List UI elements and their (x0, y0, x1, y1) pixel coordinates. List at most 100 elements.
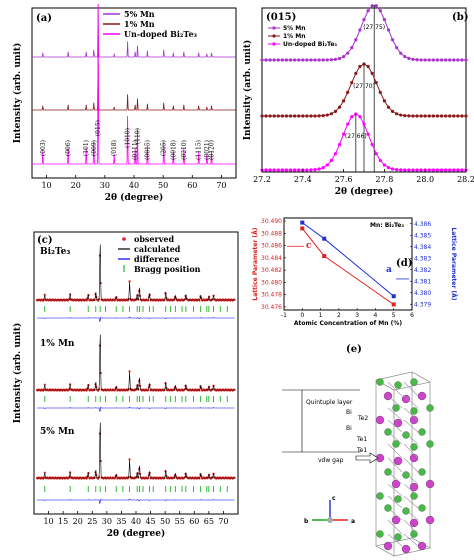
data-point (264, 58, 268, 62)
te-atom (410, 378, 418, 386)
data-point (346, 90, 350, 95)
observed-point (128, 280, 131, 283)
panel-label: (b) (452, 12, 468, 23)
data-point (280, 114, 284, 118)
difference-line (36, 406, 235, 412)
layer-labels: Quintuple layer Te2 Bi Te1 Bi Te1 vdw gap (282, 389, 379, 464)
te-atom (418, 468, 426, 476)
legend-marker (272, 42, 276, 46)
data-point (395, 167, 399, 172)
axis-label: a (351, 518, 355, 525)
x-tick-label: 3 (355, 312, 359, 319)
vdw-arrow (355, 452, 379, 464)
te-atom (410, 492, 418, 500)
origin (327, 517, 333, 523)
panel-c: Bi₂Te₃ 1% Mn 5% Mn 10 15 20 25 30 35 40 45 50 55 60 65… (12, 231, 239, 539)
refinement-block: 1% Mn (35, 334, 236, 412)
data-point (431, 114, 435, 118)
peak-label: (27.70) (353, 83, 375, 90)
data-point (444, 168, 448, 172)
hkl-label: (0210) (181, 140, 188, 160)
data-point (280, 168, 284, 172)
bond (387, 381, 403, 397)
bond (403, 431, 419, 445)
difference-line (36, 316, 235, 322)
data-point (448, 114, 452, 118)
data-point (342, 99, 346, 103)
y-tick-label-right: 4.386 (414, 221, 431, 228)
bond (387, 495, 403, 509)
data-point (268, 114, 272, 118)
layer-label: vdw gap (318, 457, 344, 464)
x-tick-label: 1 (319, 312, 323, 319)
x-tick-label: 65 (204, 517, 214, 526)
data-point (399, 168, 403, 172)
data-point (390, 38, 395, 42)
hkl-label: (0018) (170, 140, 177, 160)
panel-c-frame (33, 231, 239, 515)
x-tick-label: 28.0 (416, 175, 434, 184)
data-point (431, 58, 435, 62)
data-point (305, 58, 309, 62)
sample-label: Bi₂Te₃ (40, 247, 70, 257)
bi-atom (425, 515, 435, 525)
data-point (419, 168, 423, 172)
data-point (276, 114, 280, 118)
data-point (427, 114, 431, 118)
data-point (378, 158, 382, 163)
data-point (260, 58, 264, 62)
observed-point (128, 458, 131, 461)
legend-entry: calculated (134, 244, 181, 254)
data-point (301, 114, 305, 118)
data-point (342, 132, 346, 136)
x-tick-label: 60 (187, 181, 197, 190)
y-tick-label-left: 30.482 (261, 267, 282, 274)
data-point (456, 58, 460, 62)
hkl-label: (003) (40, 140, 47, 156)
bond (403, 519, 419, 535)
axis-label: c (332, 495, 336, 502)
data-point (300, 220, 305, 225)
data-point (395, 112, 399, 116)
data-point (362, 122, 366, 126)
data-point (300, 226, 305, 231)
data-point (411, 168, 415, 172)
te-atom (426, 404, 434, 412)
data-point (444, 114, 448, 118)
bond (387, 431, 403, 445)
legend-entry: Un-doped Bi₂Te₃ (124, 29, 198, 39)
data-point (456, 168, 460, 172)
data-point (382, 163, 386, 167)
hkl-label: (0111) (132, 140, 139, 160)
calculated-line (36, 422, 235, 479)
x-tick-label: 20 (71, 181, 81, 190)
te-atom (402, 431, 410, 439)
bi-atom (417, 391, 427, 401)
data-point (305, 168, 309, 172)
x-axis-label: Atomic Concentration of Mn (%) (294, 320, 402, 327)
legend-entry: 5% Mn (124, 9, 155, 19)
bond (403, 443, 419, 459)
x-tick-label: 6 (410, 312, 414, 319)
te-atom (376, 378, 384, 386)
x-tick-label: 30 (102, 517, 112, 526)
series-label-a: a (386, 265, 392, 275)
data-point (391, 294, 396, 299)
legend-marker (272, 26, 276, 30)
data-point (374, 4, 378, 8)
x-tick-label: 70 (218, 517, 228, 526)
bond (387, 395, 403, 409)
hkl-label: (015) (95, 120, 102, 136)
y-axis-label-right: Lattice Parameter (Å) (450, 227, 457, 300)
observed-point (128, 370, 131, 373)
panel-d: c a -1 0 1 2 3 4 5 6 30.476 30.478 30.480 30.482 30.48… (252, 217, 457, 327)
legend-entry: Bragg position (134, 264, 201, 274)
data-point (329, 58, 333, 62)
panel-label: (a) (36, 13, 52, 24)
te-atom (392, 440, 400, 448)
hkl-label: (0015) (144, 140, 151, 160)
bi-atom (409, 453, 419, 463)
hkl-label: (1010) (125, 128, 132, 148)
x-tick-label: 27.8 (375, 175, 393, 184)
data-point (419, 114, 423, 118)
